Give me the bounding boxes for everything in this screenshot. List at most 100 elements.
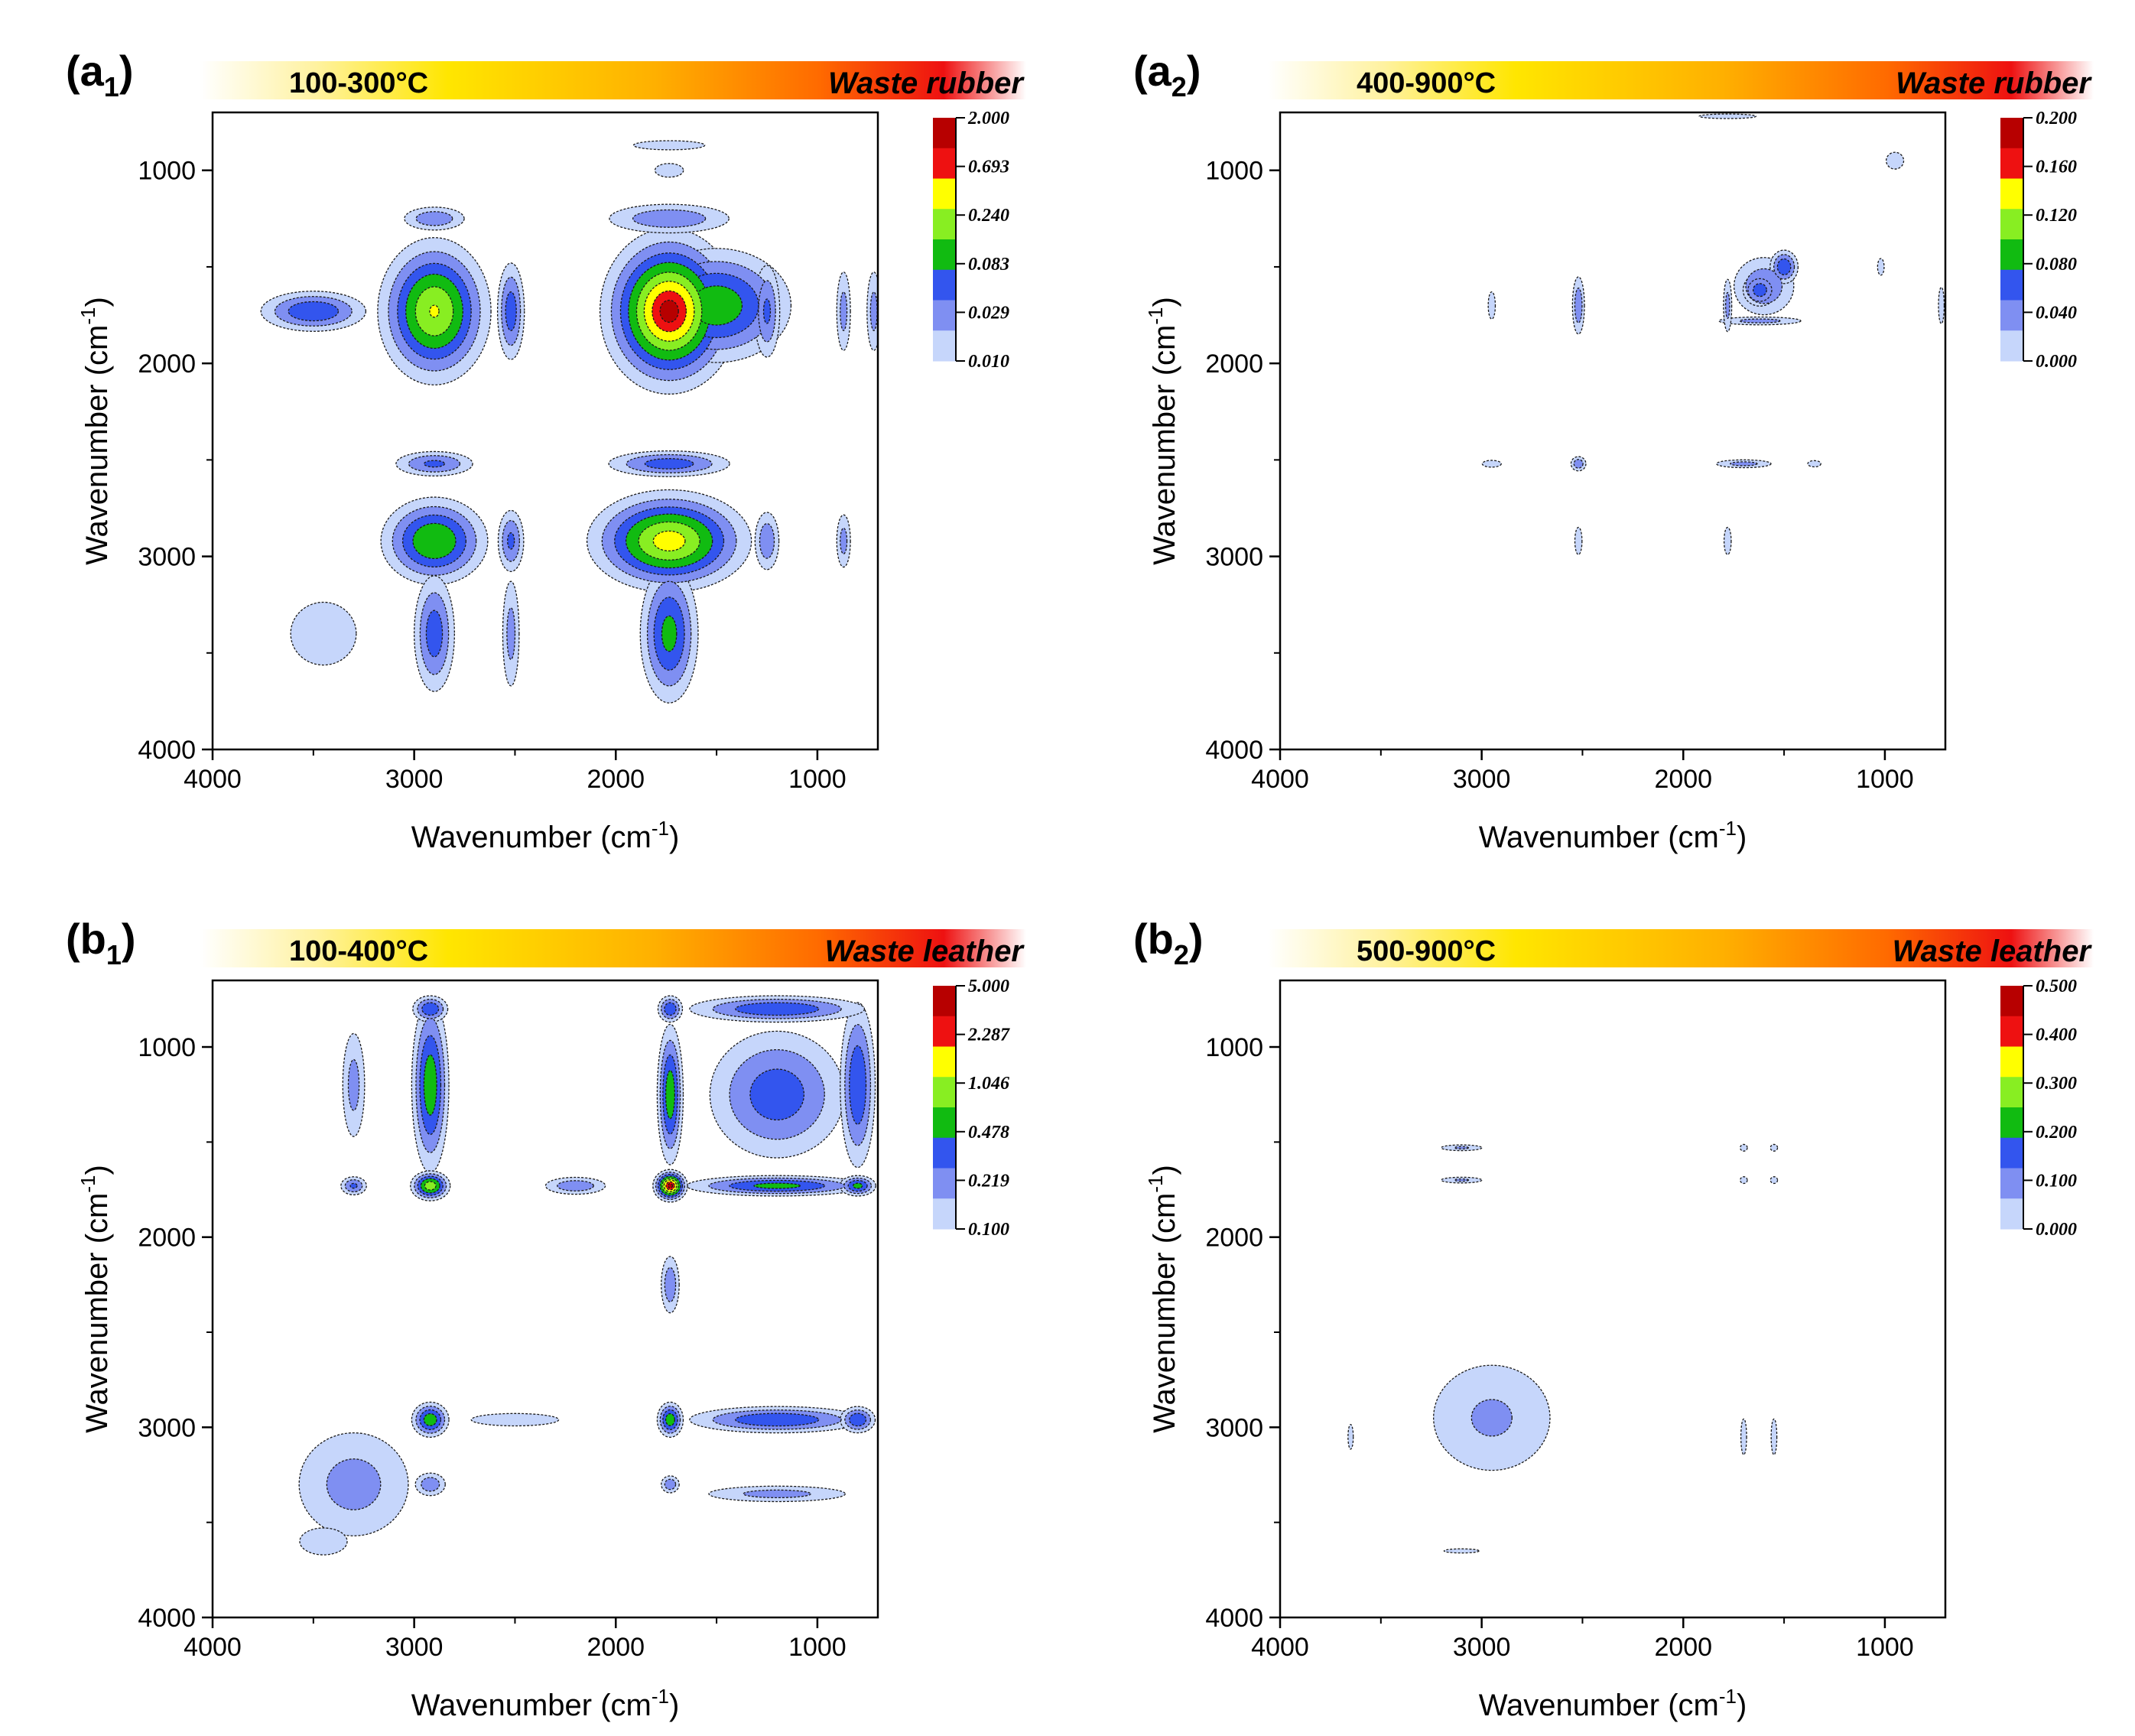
contour-peak: [1776, 258, 1792, 276]
colorbar-label: 0.400: [2036, 1026, 2077, 1045]
y-tick-label: 2000: [1205, 1224, 1263, 1253]
colorbar-label: 0.040: [2036, 303, 2077, 323]
contour-peak: [557, 1180, 594, 1191]
panel-b2: (b2) 500-900°C Waste leather 4000 3000 2000 10…: [1068, 868, 2135, 1736]
contour-layer: [1481, 113, 1945, 555]
y-tick-label: 3000: [1205, 543, 1263, 572]
contour-peak: [759, 523, 775, 559]
y-axis-label-close: ): [80, 1165, 114, 1175]
contour-peak: [1807, 460, 1821, 468]
x-tick-label: 1000: [788, 1633, 847, 1662]
colorbar-segment: [2000, 1016, 2023, 1047]
colorbar-label: 0.083: [968, 255, 1009, 275]
y-tick-label: 4000: [1205, 1604, 1263, 1633]
contour-peak: [1347, 1423, 1354, 1450]
x-tick-label: 4000: [184, 765, 242, 794]
colorbar-segment: [933, 300, 956, 331]
colorbar-label: 1.046: [968, 1074, 1009, 1094]
contour-peak: [425, 610, 444, 658]
colorbar-label: 0.000: [2036, 352, 2077, 372]
contour-peak: [1573, 459, 1584, 469]
contour-peak: [423, 460, 446, 468]
colorbar-segment: [2000, 1077, 2023, 1108]
plot-frame: [211, 979, 879, 1619]
panel-label-subscript: 1: [106, 939, 122, 970]
contour-peak: [849, 1413, 867, 1427]
material-label: Waste rubber: [828, 67, 1025, 100]
y-tick-label: 1000: [138, 157, 196, 186]
contour-peak: [661, 615, 678, 652]
y-axis-label-sup: -1: [76, 1175, 99, 1193]
x-axis-label-close: ): [669, 821, 679, 854]
colorbar-label: 0.200: [2036, 1123, 2077, 1143]
colorbar-label: 0.029: [968, 303, 1009, 323]
colorbar-label: 0.100: [968, 1220, 1009, 1240]
y-axis-label-text: Wavenumber (cm: [1148, 325, 1181, 565]
colorbar-segment: [933, 1198, 956, 1230]
contour-peak: [743, 1489, 811, 1499]
material-label: Waste leather: [1893, 935, 2093, 968]
contour-peak: [735, 1413, 820, 1427]
temperature-range: 100-300°C: [289, 67, 428, 99]
y-axis-label-close: ): [80, 297, 114, 307]
colorbar-segment: [2000, 1107, 2023, 1139]
plot-frame: [1279, 111, 1947, 751]
panel-label-letter: (a: [66, 47, 105, 95]
y-axis-label: Wavenumber (cm-1): [76, 297, 114, 565]
colorbar-segment: [2000, 118, 2023, 149]
x-axis-label-text: Wavenumber (cm: [411, 1689, 652, 1722]
panel-label-subscript: 2: [1171, 71, 1187, 102]
colorbar-label: 0.240: [968, 206, 1009, 226]
plot-frame: [211, 111, 879, 751]
contour-peak: [665, 1070, 675, 1120]
x-tick-label: 2000: [587, 1633, 645, 1662]
colorbar-segment: [933, 239, 956, 271]
panel-label-close: ): [119, 47, 134, 95]
contour-peak: [632, 209, 707, 228]
contour-peak: [429, 304, 440, 318]
colorbar-segment: [2000, 300, 2023, 331]
x-tick-label: 2000: [1654, 765, 1712, 794]
x-axis-label: Wavenumber (cm-1): [1479, 817, 1747, 854]
contour-peak: [840, 291, 848, 331]
panel-label-letter: (b: [66, 915, 106, 963]
y-tick-label: 3000: [138, 1413, 196, 1442]
contour-peak: [415, 211, 453, 226]
contour-peak: [664, 1002, 677, 1016]
x-tick-label: 2000: [1654, 1633, 1712, 1662]
contour-peak: [869, 291, 878, 331]
colorbar-label: 0.219: [968, 1171, 1009, 1191]
colorbar-segment: [933, 1137, 956, 1169]
x-axis-label: Wavenumber (cm-1): [1479, 1685, 1747, 1722]
x-tick-label: 4000: [1251, 1633, 1309, 1662]
contour-peak: [1574, 526, 1583, 555]
colorbar-segment: [933, 1046, 956, 1078]
x-axis-label-sup: -1: [1719, 817, 1737, 840]
colorbar-label: 0.080: [2036, 255, 2077, 275]
material-label: Waste leather: [825, 935, 1025, 968]
x-tick-label: 3000: [385, 765, 444, 794]
y-axis-label-sup: -1: [76, 307, 99, 325]
contour-peak: [347, 1058, 360, 1111]
contour-peak: [652, 530, 686, 551]
x-tick-label: 3000: [385, 1633, 444, 1662]
contour-peak: [349, 1182, 358, 1189]
y-tick-label: 3000: [138, 543, 196, 572]
contour-peak: [421, 1477, 440, 1492]
x-tick-label: 3000: [1453, 1633, 1511, 1662]
contour-peak: [1752, 283, 1767, 297]
colorbar-segment: [933, 148, 956, 179]
colorbar-label: 2.000: [967, 109, 1009, 128]
plot-area: [1280, 112, 1945, 749]
contour-peak: [664, 1478, 677, 1491]
contour-peak: [423, 1413, 437, 1426]
panel-label-close: ): [1189, 915, 1204, 963]
x-axis-label-close: ): [1737, 1689, 1747, 1722]
colorbar-label: 0.000: [2036, 1220, 2077, 1240]
colorbar-label: 5.000: [968, 977, 1009, 996]
contour-peak: [288, 301, 340, 322]
x-tick-label: 1000: [788, 765, 847, 794]
panel-label-close: ): [122, 915, 136, 963]
panel-b1: (b1) 100-400°C Waste leather 4000 3000 2000 10…: [0, 868, 1068, 1736]
contour-peak: [632, 140, 706, 151]
